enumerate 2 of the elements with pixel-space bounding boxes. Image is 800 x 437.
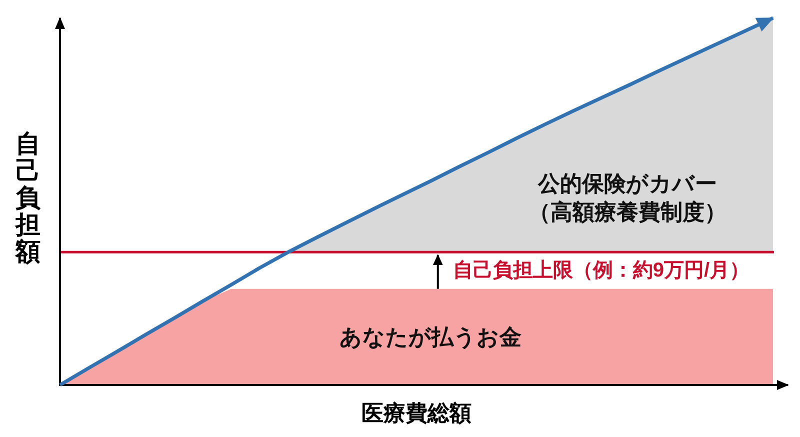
ylabel: 自己負担額 (16, 130, 40, 266)
xlabel: 医療費総額 (362, 400, 472, 426)
